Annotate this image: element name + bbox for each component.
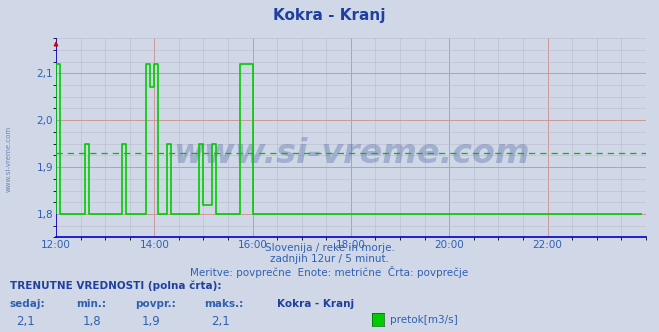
Text: min.:: min.: <box>76 299 106 309</box>
Text: Slovenija / reke in morje.: Slovenija / reke in morje. <box>264 243 395 253</box>
Text: povpr.:: povpr.: <box>135 299 176 309</box>
Text: Kokra - Kranj: Kokra - Kranj <box>277 299 354 309</box>
Text: maks.:: maks.: <box>204 299 244 309</box>
Text: www.si-vreme.com: www.si-vreme.com <box>173 137 529 170</box>
Text: sedaj:: sedaj: <box>10 299 45 309</box>
Text: 2,1: 2,1 <box>16 315 35 328</box>
Text: Meritve: povprečne  Enote: metrične  Črta: povprečje: Meritve: povprečne Enote: metrične Črta:… <box>190 266 469 278</box>
Text: 2,1: 2,1 <box>211 315 229 328</box>
Text: pretok[m3/s]: pretok[m3/s] <box>390 315 458 325</box>
Text: zadnjih 12ur / 5 minut.: zadnjih 12ur / 5 minut. <box>270 254 389 264</box>
Text: TRENUTNE VREDNOSTI (polna črta):: TRENUTNE VREDNOSTI (polna črta): <box>10 281 221 291</box>
Text: Kokra - Kranj: Kokra - Kranj <box>273 8 386 23</box>
Text: 1,8: 1,8 <box>82 315 101 328</box>
Text: www.si-vreme.com: www.si-vreme.com <box>5 126 11 193</box>
Text: 1,9: 1,9 <box>142 315 160 328</box>
